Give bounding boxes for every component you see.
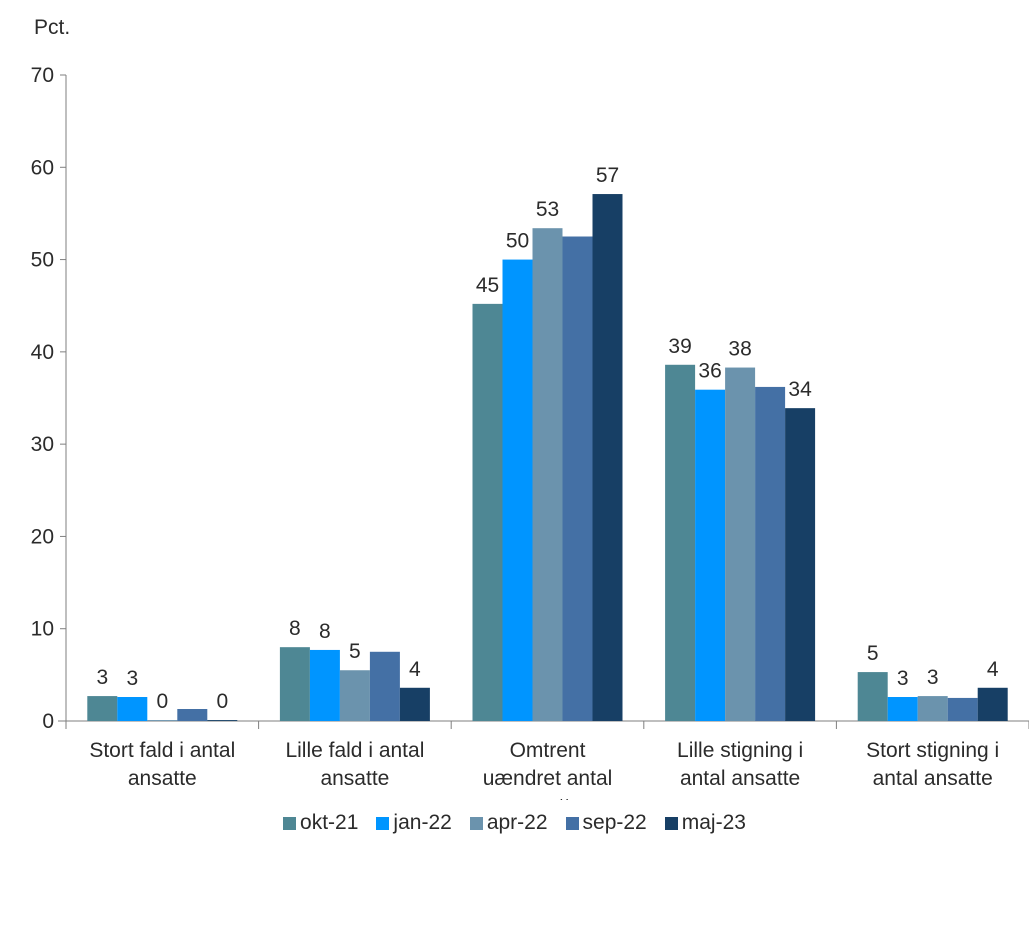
bar-okt-21-1 [279, 647, 310, 721]
category-label: Stort stigning i antal ansatte [866, 739, 999, 790]
bar-jan-22-3 [695, 389, 726, 721]
category-label-line: ansatte [513, 795, 582, 800]
category-label-line: ansatte [320, 767, 389, 790]
data-label: 3 [897, 667, 909, 690]
bar-maj-23-4 [977, 687, 1008, 721]
data-label: 5 [349, 640, 361, 663]
category-label-line: antal ansatte [680, 767, 800, 790]
bar-apr-22-1 [339, 670, 370, 721]
data-label: 4 [987, 658, 999, 681]
y-axis: 0 10 20 30 40 50 60 70 [31, 64, 67, 733]
bar-sep-22-3 [755, 386, 786, 721]
category-label-line: Stort stigning i [866, 739, 999, 762]
data-label: 38 [728, 338, 751, 361]
legend-swatch [283, 816, 297, 830]
data-label: 0 [216, 690, 228, 713]
data-label: 50 [506, 230, 529, 253]
x-axis [58, 720, 1029, 729]
bar-okt-21-4 [857, 672, 888, 721]
legend-item-apr-22: apr-22 [469, 811, 548, 835]
category-label-line: Stort fald i antal [89, 739, 235, 762]
data-label: 53 [536, 198, 559, 221]
legend-swatch [469, 816, 483, 830]
data-label: 3 [96, 666, 108, 689]
legend-item-okt-21: okt-21 [283, 811, 358, 835]
legend-label: maj-23 [681, 811, 746, 834]
category-label: Lille fald i antal ansatte [285, 739, 424, 790]
data-label: 36 [698, 360, 721, 383]
y-tick-label: 60 [31, 156, 54, 179]
y-tick-label: 10 [31, 618, 54, 641]
legend-label: apr-22 [486, 811, 548, 834]
bar-sep-22-1 [369, 651, 400, 721]
bar-maj-23-0 [207, 720, 238, 721]
legend-item-sep-22: sep-22 [565, 811, 647, 835]
bar-apr-22-4 [917, 696, 948, 721]
data-label: 3 [126, 667, 138, 690]
bar-maj-23-1 [399, 687, 430, 721]
legend-swatch [376, 816, 390, 830]
legend-label: jan-22 [393, 811, 452, 834]
category-label-line: Omtrent [510, 739, 586, 762]
data-label: 3 [927, 666, 939, 689]
data-label: 39 [668, 335, 691, 358]
data-label: 0 [156, 690, 168, 713]
bar-sep-22-2 [562, 236, 593, 721]
bar-maj-23-3 [785, 408, 816, 721]
y-tick-label: 30 [31, 433, 54, 456]
data-label: 8 [319, 620, 331, 643]
bar-apr-22-3 [725, 367, 756, 721]
bar-jan-22-0 [117, 697, 148, 721]
bar-sep-22-0 [177, 709, 208, 721]
legend-label: sep-22 [582, 811, 647, 834]
legend-swatch [664, 816, 678, 830]
bar-okt-21-2 [472, 303, 503, 721]
bar-maj-23-2 [592, 194, 623, 721]
y-tick-label: 40 [31, 341, 54, 364]
category-label-line: antal ansatte [873, 767, 993, 790]
bar-okt-21-3 [665, 364, 696, 721]
bar-jan-22-2 [502, 259, 533, 721]
category-label: Omtrent uændret antal ansatte [483, 739, 613, 800]
category-label-line: Lille stigning i [677, 739, 803, 762]
data-label: 45 [476, 274, 499, 297]
legend-label: okt-21 [300, 811, 359, 834]
y-tick-label: 0 [42, 710, 54, 733]
data-label: 8 [289, 617, 301, 640]
bar-apr-22-2 [532, 228, 563, 722]
y-tick-label: 50 [31, 249, 54, 272]
category-label-line: uændret antal [483, 767, 613, 790]
bars [87, 194, 1008, 722]
y-unit-label: Pct. [34, 16, 70, 39]
legend-item-maj-23: maj-23 [664, 811, 746, 835]
category-label: Stort fald i antal ansatte [89, 739, 235, 790]
y-tick-label: 70 [31, 64, 54, 87]
y-tick-label: 20 [31, 525, 54, 548]
category-label-line: Lille fald i antal [285, 739, 424, 762]
legend-swatch [565, 816, 579, 830]
bar-jan-22-1 [309, 649, 340, 721]
data-label: 57 [596, 164, 619, 187]
bar-okt-21-0 [87, 696, 118, 721]
bar-jan-22-4 [887, 697, 918, 721]
legend: okt-21 jan-22 apr-22 sep-22 maj-23 [0, 811, 1029, 835]
bar-sep-22-4 [947, 697, 978, 721]
category-label: Lille stigning i antal ansatte [677, 739, 803, 790]
data-label: 4 [409, 658, 421, 681]
data-label: 34 [788, 378, 812, 401]
category-label-line: ansatte [128, 767, 197, 790]
bar-apr-22-0 [147, 720, 178, 721]
legend-item-jan-22: jan-22 [376, 811, 452, 835]
data-label: 5 [867, 642, 879, 665]
